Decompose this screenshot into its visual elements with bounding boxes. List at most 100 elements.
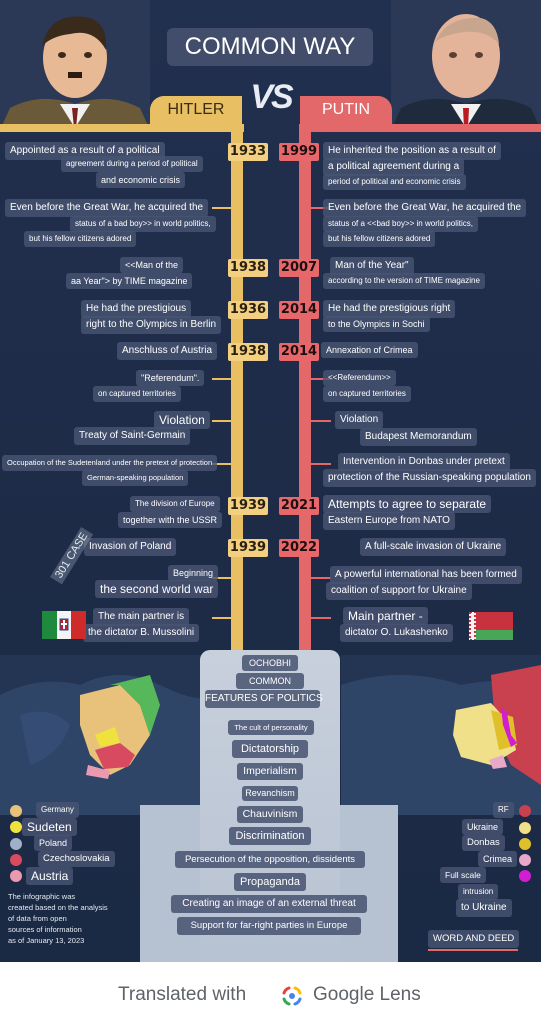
row7-right-line1: Violation: [335, 411, 384, 429]
row4-right-line2: to the Olympics in Sochi: [323, 316, 430, 332]
row3-left-line1: <<Man of the: [120, 257, 184, 273]
feature-item-10: Support for far-right parties in Europe: [177, 917, 361, 935]
note-line-1: The infographic was: [8, 892, 76, 901]
legend-rf-label: RF: [493, 802, 514, 818]
feature-item-9: Creating an image of an external threat: [171, 895, 367, 913]
row11-left-line1: Beginning: [168, 565, 219, 581]
feature-item-3: Imperialism: [237, 763, 303, 780]
legend-poland-label: Poland: [34, 835, 73, 851]
row4-right-year: 2014: [279, 301, 319, 319]
note-line-3: of data from open: [8, 914, 67, 923]
google-lens-footer: Translated with Google Lens: [0, 962, 541, 1024]
row12-left-line1: The main partner is: [93, 608, 190, 626]
legend-fullscale-label: Full scale: [440, 867, 486, 883]
infographic: COMMON WAY VS HITLER PUTIN Appointed as …: [0, 0, 541, 962]
feature-item-8: Propaganda: [234, 873, 306, 891]
row8-left-line2: German-speaking population: [82, 470, 189, 486]
feature-item-6: Discrimination: [229, 827, 311, 845]
row11-right-line1: A powerful international has been formed: [330, 566, 522, 584]
legend-czechoslovakia-label: Czechoslovakia: [38, 851, 115, 867]
row4-right-line1: He had the prestigious right: [323, 300, 456, 318]
belarus-flag: [469, 612, 513, 640]
row1-left-line3: and economic crisis: [96, 172, 186, 188]
row10-right-year: 2022: [279, 539, 319, 557]
row10-right-line1: A full-scale invasion of Ukraine: [360, 538, 507, 556]
row8-right-line2: protection of the Russian-speaking popul…: [323, 469, 536, 487]
putin-portrait: [391, 0, 541, 130]
row6-left-line1: "Referendum".: [136, 370, 205, 386]
europe-1939-map: [0, 655, 215, 815]
feature-item-2: Dictatorship: [232, 740, 308, 758]
legend-donbas-swatch: [519, 838, 531, 850]
legend-to-ukraine-label: to Ukraine: [456, 899, 512, 917]
row1-left-line2: agreement during a period of political: [61, 156, 203, 172]
page-title: COMMON WAY: [167, 28, 373, 66]
row11-left-line2: the second world war: [95, 580, 219, 598]
row2-left-line2: status of a bad boy>> in world politics,: [70, 216, 216, 232]
right-name-tab: PUTIN: [300, 96, 392, 124]
row6-left-line2: on captured territories: [93, 386, 181, 402]
row10-left-year: 1939: [228, 539, 268, 557]
row9-right-year: 2021: [279, 497, 319, 515]
feature-item-4: Revanchism: [242, 786, 298, 801]
row12-right-line2: dictator O. Lukashenko: [340, 624, 453, 642]
legend-fullscale-swatch: [519, 870, 531, 882]
legend-intrusion-label: intrusion: [458, 884, 499, 900]
word-and-deed-tagline: WORD AND DEED: [428, 930, 520, 948]
row9-right-line2: Eastern Europe from NATO: [323, 512, 455, 530]
italy-flag: [42, 611, 86, 639]
tagline-underline: [428, 949, 518, 951]
row9-left-line1: The division of Europe: [130, 496, 220, 512]
row6-right-line1: <<Referendum>>: [323, 370, 396, 386]
versus-label: VS: [250, 78, 293, 116]
legend-austria-swatch: [10, 870, 22, 882]
feature-item-7: Persecution of the opposition, dissident…: [175, 851, 365, 868]
row2-right-line1: Even before the Great War, he acquired t…: [323, 199, 527, 217]
legend-crimea-label: Crimea: [478, 851, 518, 867]
data-source-note: The infographic was created based on the…: [8, 891, 108, 946]
left-timeline: [231, 124, 243, 654]
row5-right-year: 2014: [279, 343, 319, 361]
legend-ukraine-swatch: [519, 822, 531, 834]
note-line-2: created based on the analysis: [8, 903, 108, 912]
row2-left-line1: Even before the Great War, he acquired t…: [5, 199, 209, 217]
row1-left-year: 1933: [228, 143, 268, 161]
legend-germany-swatch: [10, 805, 22, 817]
row6-right-line2: on captured territories: [323, 386, 411, 402]
row8-left-line1: Occupation of the Sudetenland under the …: [2, 455, 218, 471]
row4-left-line1: He had the prestigious: [81, 300, 192, 318]
right-band: [300, 124, 541, 132]
row3-left-year: 1938: [228, 259, 268, 277]
row3-left-line2: aa Year"> by TIME magazine: [66, 273, 193, 289]
legend-crimea-swatch: [519, 854, 531, 866]
row7-left-line1: Violation: [154, 411, 210, 429]
row7-right-line2: Budapest Memorandum: [360, 428, 477, 446]
row2-right-line2: status of a <<bad boy>> in world politic…: [323, 216, 478, 232]
feature-item-5: Chauvinism: [237, 806, 303, 823]
row3-right-year: 2007: [279, 259, 319, 277]
features-heading-2: COMMON: [236, 673, 304, 689]
row8-right-line1: Intervention in Donbas under pretext: [338, 453, 510, 471]
translated-with-label: Translated with: [118, 984, 247, 1005]
row2-left-line3: but his fellow citizens adored: [24, 231, 137, 247]
legend-czechoslovakia-swatch: [10, 854, 22, 866]
row7-left-line2: Treaty of Saint-Germain: [74, 427, 191, 445]
right-timeline: [299, 124, 311, 654]
google-lens-icon: [282, 986, 302, 1006]
features-heading-3: FEATURES OF POLITICS: [205, 690, 323, 708]
row12-right-line1: Main partner -: [343, 607, 428, 625]
row3-right-line1: Man of the Year": [330, 257, 414, 275]
row11-right-line2: coalition of support for Ukraine: [326, 582, 472, 600]
legend-sudeten-swatch: [10, 821, 22, 833]
row5-left-line1: Anschluss of Austria: [117, 342, 218, 360]
features-heading-1: OCHOBHI: [242, 655, 298, 671]
google-lens-label: Google Lens: [313, 984, 421, 1005]
legend-donbas-label: Donbas: [462, 835, 505, 851]
row5-left-year: 1938: [228, 343, 268, 361]
row1-right-line3: period of political and economic crisis: [323, 174, 466, 190]
row9-left-year: 1939: [228, 497, 268, 515]
legend-austria-label: Austria: [26, 867, 74, 885]
legend-sudeten-label: Sudeten: [22, 818, 77, 836]
ukraine-2022-map: [341, 655, 541, 815]
row12-left-line2: the dictator B. Mussolini: [83, 624, 200, 642]
